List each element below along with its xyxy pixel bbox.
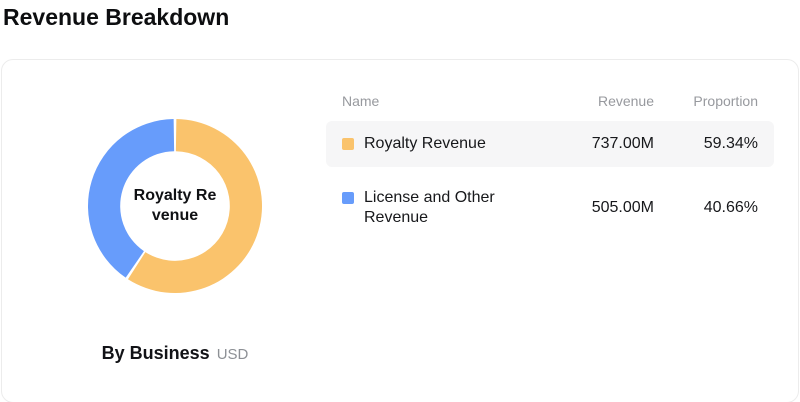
table-header-name: Name: [342, 93, 380, 109]
table-header-row: Name Revenue Proportion: [326, 93, 774, 109]
series-revenue: 737.00M: [591, 135, 654, 152]
donut-segment-royalty-revenue[interactable]: [127, 119, 263, 293]
row-name-cell: Royalty Revenue: [342, 134, 534, 154]
chart-footer: By Business USD: [102, 343, 249, 364]
series-color-swatch: [342, 138, 354, 150]
chart-footer-label: By Business: [101, 343, 210, 363]
series-color-swatch: [342, 192, 354, 204]
chart-footer-unit: USD: [216, 346, 249, 363]
series-proportion: 59.34%: [703, 135, 758, 152]
legend-table: Name Revenue Proportion Royalty Revenue …: [326, 60, 798, 402]
donut-chart[interactable]: [80, 111, 270, 301]
series-proportion: 40.66%: [703, 199, 758, 216]
row-name-cell: License and Other Revenue: [342, 188, 534, 228]
series-name: Royalty Revenue: [364, 135, 486, 152]
chart-column: Royalty Revenue By Business USD: [2, 60, 326, 402]
table-row[interactable]: License and Other Revenue 505.00M 40.66%: [326, 175, 774, 241]
series-revenue: 505.00M: [591, 199, 654, 216]
donut-chart-svg: [87, 119, 263, 293]
table-body: Royalty Revenue 737.00M 59.34% License a…: [326, 121, 774, 241]
table-header-revenue: Revenue: [597, 93, 654, 109]
chart-center-label: Royalty Revenue: [133, 187, 217, 224]
series-name: License and Other Revenue: [364, 189, 495, 226]
donut-segment-license-and-other-revenue[interactable]: [87, 119, 175, 278]
revenue-breakdown-card: Royalty Revenue By Business USD Name Reve…: [1, 59, 799, 402]
table-header-proportion: Proportion: [693, 93, 758, 109]
table-row[interactable]: Royalty Revenue 737.00M 59.34%: [326, 121, 774, 167]
page-title: Revenue Breakdown: [3, 4, 230, 30]
